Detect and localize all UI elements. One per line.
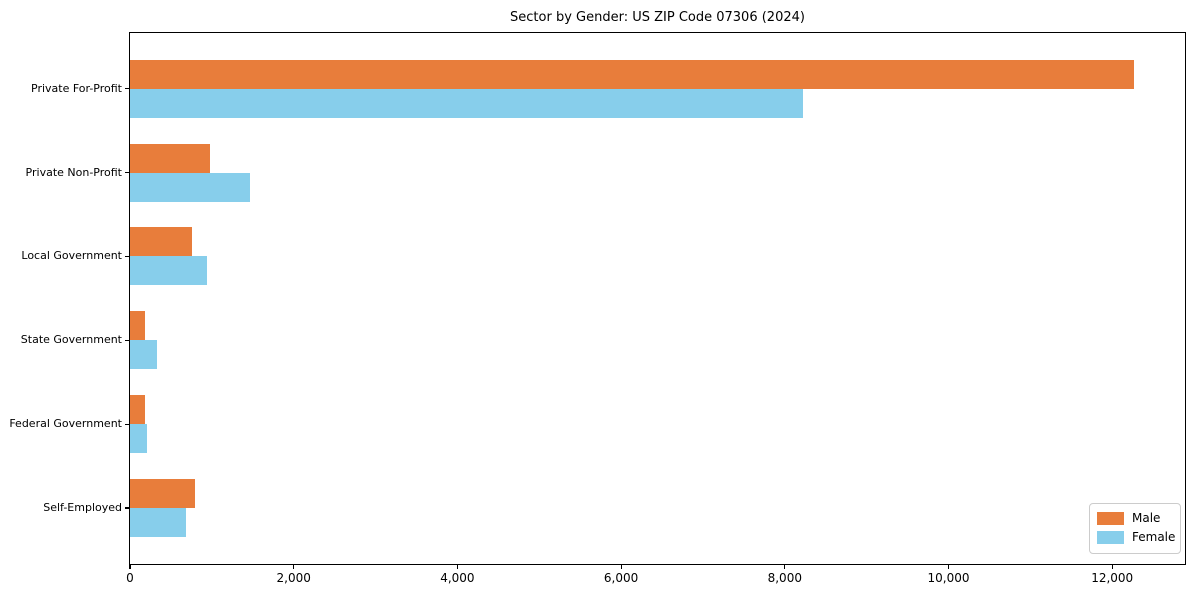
bar-female-local-government (130, 256, 207, 286)
chart-title: Sector by Gender: US ZIP Code 07306 (202… (510, 10, 805, 25)
bar-female-private-non-profit (130, 172, 250, 202)
bar-female-self-employed (130, 508, 187, 538)
legend-item-male: Male (1097, 509, 1173, 528)
y-axis-label-federal-government: Federal Government (9, 417, 122, 431)
y-axis-label-private-for-profit: Private For-Profit (31, 81, 122, 95)
x-tick-mark (947, 565, 950, 569)
y-axis-label-private-non-profit: Private Non-Profit (25, 165, 122, 179)
legend-swatch-male (1097, 512, 1124, 525)
x-tick-mark (620, 565, 622, 569)
y-tick-mark (125, 255, 129, 257)
x-tick-label: 8,000 (767, 571, 802, 585)
x-tick-label: 4,000 (440, 571, 475, 585)
x-tick-label: 6,000 (603, 571, 639, 585)
x-tick-mark (456, 565, 458, 569)
legend: Male Female (1089, 503, 1181, 554)
x-tick-label: 2,000 (276, 571, 311, 585)
bar-male-state-government (130, 311, 146, 341)
y-axis-label-self-employed: Self-Employed (43, 501, 122, 515)
x-tick-label: 10,000 (927, 571, 970, 585)
plot-area (129, 32, 1186, 565)
y-axis-label-local-government: Local Government (21, 249, 122, 263)
bar-male-federal-government (130, 395, 146, 425)
y-tick-mark (125, 339, 129, 341)
bar-male-self-employed (130, 479, 196, 509)
legend-item-female: Female (1097, 528, 1176, 547)
bar-male-local-government (130, 227, 193, 257)
y-tick-mark (125, 423, 129, 425)
bar-female-state-government (130, 340, 157, 370)
x-tick-mark (784, 565, 786, 569)
bar-female-federal-government (130, 424, 148, 454)
x-tick-label: 12,000 (1091, 571, 1134, 585)
bar-male-private-non-profit (130, 143, 211, 173)
legend-label-male: Male (1132, 511, 1161, 525)
x-tick-label: 0 (126, 571, 134, 585)
x-tick-mark (1111, 565, 1113, 569)
y-tick-mark (125, 507, 129, 509)
y-tick-mark (125, 172, 129, 174)
x-tick-mark (129, 565, 131, 569)
y-tick-mark (125, 88, 129, 90)
x-tick-mark (293, 565, 295, 569)
legend-swatch-female (1097, 531, 1124, 544)
bar-male-private-for-profit (130, 59, 1135, 89)
legend-label-female: Female (1132, 530, 1176, 544)
y-axis-label-state-government: State Government (20, 333, 122, 347)
bar-female-private-for-profit (130, 88, 803, 118)
